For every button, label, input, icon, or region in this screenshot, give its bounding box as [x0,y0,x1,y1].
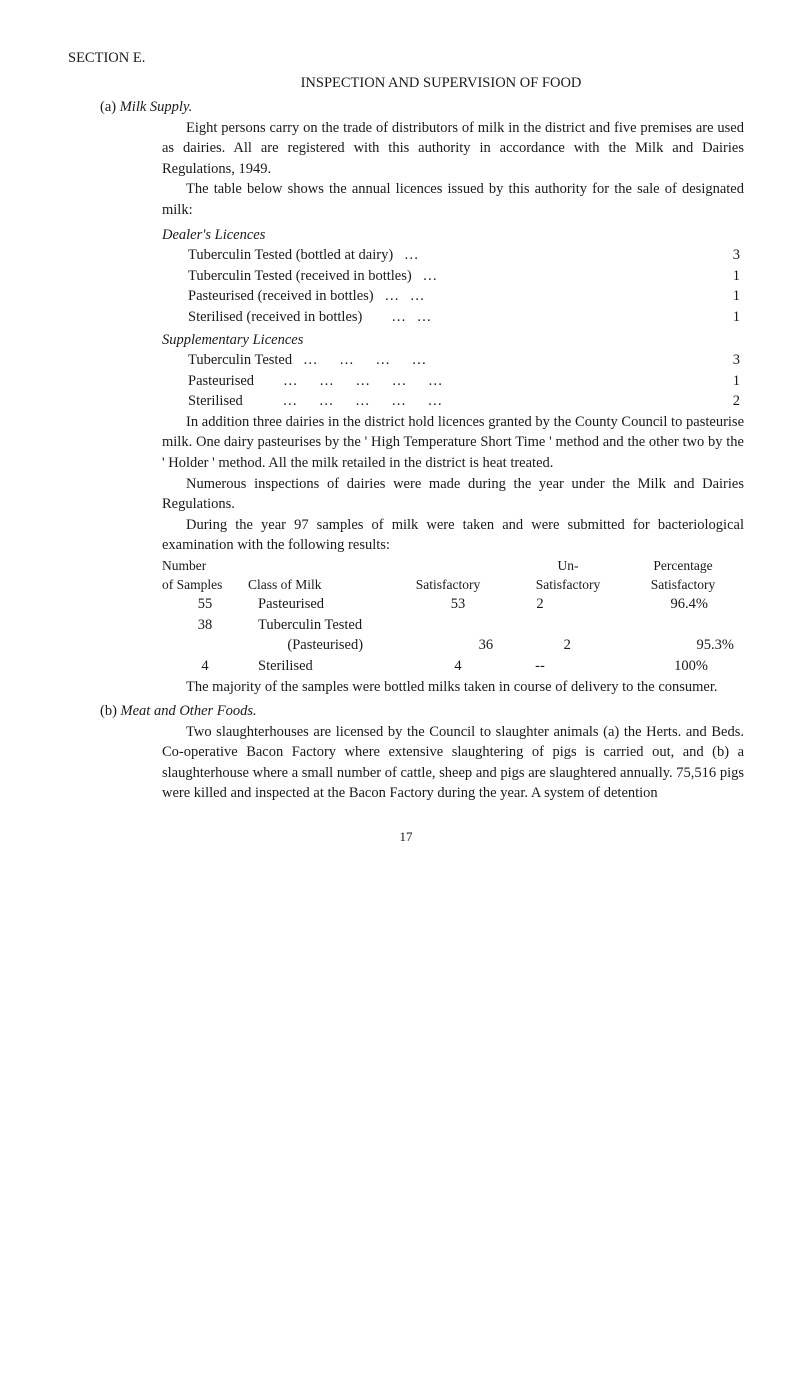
licence-row: Tuberculin Tested … … … … 3 [188,350,744,371]
page-number: 17 [68,828,744,846]
sample-row: 55 Pasteurised 53 2 96.4% [162,594,744,615]
sample-class: (Pasteurised) [247,635,440,656]
licence-row: Sterilised (received in bottles) … … 1 [188,307,744,328]
paragraph-4: Numerous inspections of dairies were mad… [162,474,744,515]
sample-num: 38 [162,615,248,636]
licence-value: 1 [716,307,740,328]
th-satisfactory2: Satisfactory [508,575,628,594]
sample-num: 4 [162,656,248,677]
a-marker: (a) [100,99,116,115]
section-label: SECTION E. [68,48,744,69]
section-title: INSPECTION AND SUPERVISION OF FOOD [138,73,744,94]
b-marker: (b) [100,703,117,719]
licence-label: Pasteurised … … … … … [188,371,716,392]
sample-class: Tuberculin Tested [248,615,412,636]
supplementary-heading: Supplementary Licences [162,330,744,351]
sample-sat: 4 [412,656,504,677]
subsection-a-label: (a) Milk Supply. [100,97,744,118]
b-title: Meat and Other Foods. [121,703,257,719]
sample-unsat: 2 [504,594,576,615]
th-of-samples: of Samples [162,575,248,594]
sample-pct: 96.4% [576,594,718,615]
sample-table-header-row2: of Samples Class of Milk Satisfactory Sa… [162,575,744,594]
a-title: Milk Supply. [120,99,193,115]
sample-pct [576,615,718,636]
licence-value: 1 [716,286,740,307]
sample-sat [412,615,504,636]
paragraph-5: During the year 97 samples of milk were … [162,515,744,556]
subsection-b-label: (b) Meat and Other Foods. [100,701,744,722]
dealers-licences-heading: Dealer's Licences [162,225,744,246]
sample-unsat: -- [504,656,576,677]
th-un: Un- [508,556,628,575]
th-blank [388,556,508,575]
sample-class: Pasteurised [248,594,412,615]
licence-label: Pasteurised (received in bottles) … … [188,286,716,307]
licence-label: Tuberculin Tested (received in bottles) … [188,266,716,287]
sample-unsat: 2 [532,635,603,656]
paragraph-3: In addition three dairies in the distric… [162,412,744,474]
th-blank [248,556,388,575]
sample-row: (Pasteurised) 36 2 95.3% [162,635,744,656]
paragraph-2: The table below shows the annual licence… [162,179,744,220]
licence-label: Sterilised … … … … … [188,391,716,412]
sample-class: Sterilised [248,656,412,677]
paragraph-6: The majority of the samples were bottled… [162,677,744,698]
licence-label: Sterilised (received in bottles) … … [188,307,716,328]
sample-num [162,635,247,656]
sample-unsat [504,615,576,636]
th-class-milk: Class of Milk [248,575,388,594]
licence-row: Tuberculin Tested (bottled at dairy) … 3 [188,245,744,266]
sample-pct: 100% [576,656,718,677]
licence-value: 2 [716,391,740,412]
sample-table-header-row1: Number Un- Percentage [162,556,744,575]
licence-row: Pasteurised (received in bottles) … … 1 [188,286,744,307]
sample-row: 38 Tuberculin Tested [162,615,744,636]
licence-value: 3 [716,350,740,371]
sample-sat: 36 [440,635,531,656]
licence-row: Pasteurised … … … … … 1 [188,371,744,392]
licence-value: 1 [716,266,740,287]
sample-sat: 53 [412,594,504,615]
paragraph-7: Two slaughterhouses are licensed by the … [162,722,744,804]
licence-label: Tuberculin Tested … … … … [188,350,716,371]
licence-row: Tuberculin Tested (received in bottles) … [188,266,744,287]
licence-value: 3 [716,245,740,266]
th-satisfactory: Satisfactory [388,575,508,594]
sample-num: 55 [162,594,248,615]
licence-value: 1 [716,371,740,392]
th-percentage: Percentage [628,556,738,575]
th-satisfactory3: Satisfactory [628,575,738,594]
paragraph-1: Eight persons carry on the trade of dist… [162,118,744,180]
licence-row: Sterilised … … … … … 2 [188,391,744,412]
licence-label: Tuberculin Tested (bottled at dairy) … [188,245,716,266]
sample-row: 4 Sterilised 4 -- 100% [162,656,744,677]
sample-pct: 95.3% [603,635,744,656]
th-number: Number [162,556,248,575]
